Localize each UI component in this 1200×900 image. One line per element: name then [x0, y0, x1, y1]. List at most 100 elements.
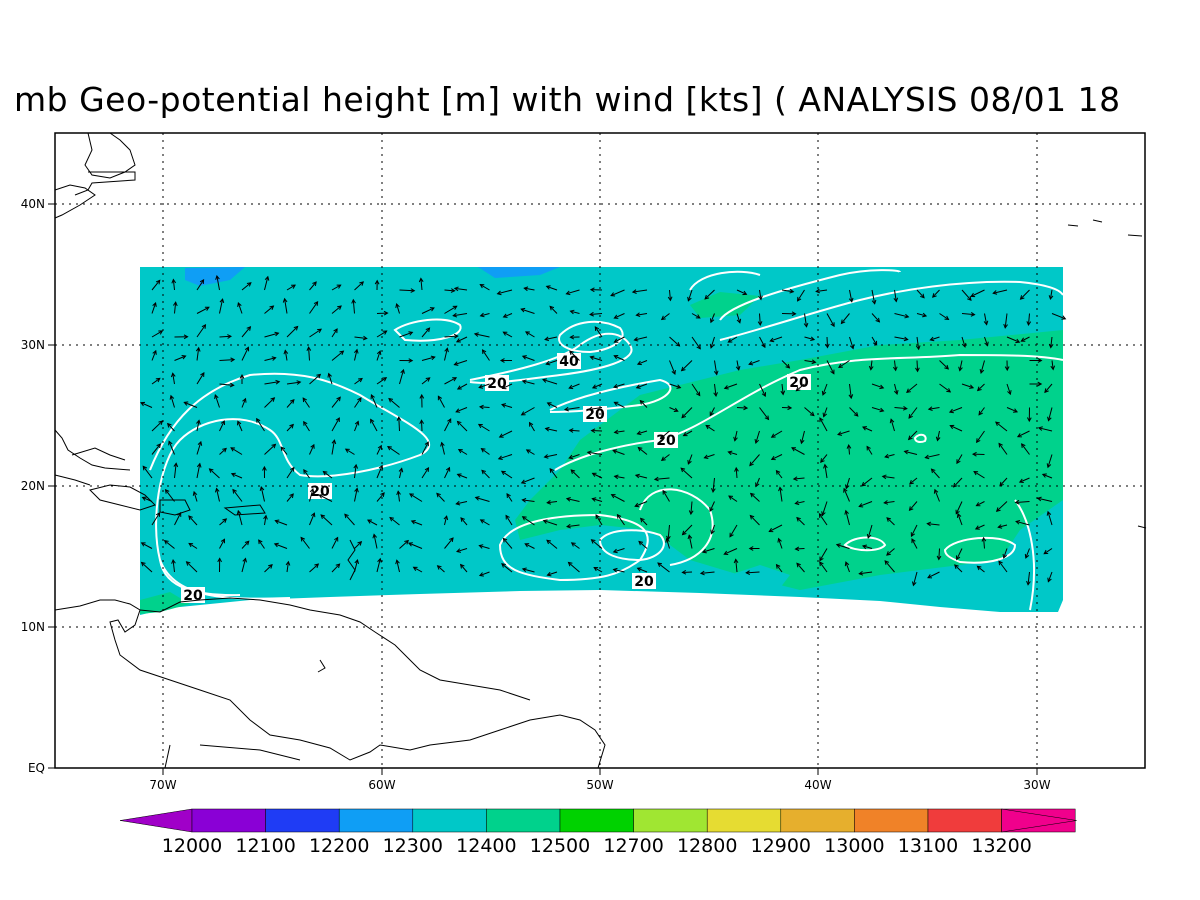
wind-arrow	[961, 383, 975, 389]
wind-arrow	[983, 313, 989, 326]
wind-arrow	[961, 336, 967, 348]
coastlines	[54, 132, 1147, 769]
lat-label: EQ	[28, 761, 45, 775]
wind-arrow	[264, 356, 277, 361]
wind-arrow	[754, 430, 760, 444]
wind-arrow	[479, 519, 490, 526]
wind-arrow	[1024, 548, 1030, 559]
wind-arrow	[196, 462, 202, 479]
wind-arrow	[780, 383, 786, 396]
wind-arrow	[595, 514, 603, 526]
wind-arrow	[437, 395, 445, 408]
wind-arrow	[501, 403, 513, 408]
wind-arrow	[669, 383, 682, 389]
wind-arrow	[819, 561, 828, 573]
wind-arrow	[241, 540, 250, 549]
wind-arrow	[866, 445, 873, 455]
wind-arrow	[140, 401, 153, 408]
wind-arrow	[1029, 358, 1043, 363]
wind-arrow	[976, 383, 985, 392]
wind-arrow	[264, 443, 277, 455]
wind-arrow	[309, 328, 322, 338]
wind-arrow	[612, 449, 625, 455]
wind-arrow	[711, 477, 716, 493]
wind-arrow	[241, 346, 250, 361]
wind-arrow	[908, 501, 918, 512]
wind-arrow	[479, 312, 490, 318]
wind-arrow	[713, 383, 718, 398]
wind-arrow	[908, 407, 918, 419]
wind-arrow	[893, 383, 899, 396]
wind-arrow	[409, 493, 423, 502]
wind-arrow	[976, 565, 985, 573]
wind-arrow	[886, 548, 895, 556]
wind-arrow	[506, 493, 513, 502]
wind-arrow	[230, 472, 243, 479]
colorbar-swatch	[338, 808, 414, 833]
wind-arrow	[971, 451, 985, 457]
wind-arrow	[701, 548, 715, 554]
wind-arrow	[777, 537, 783, 549]
map-title: mb Geo-potential height [m] with wind [k…	[14, 80, 1121, 119]
lon-label: 60W	[368, 778, 395, 792]
wind-arrow	[502, 537, 513, 549]
wind-arrow	[376, 310, 389, 316]
wind-arrow	[569, 309, 580, 315]
band-12400	[515, 330, 1063, 590]
wind-arrow	[188, 542, 198, 549]
wind-arrow	[320, 514, 333, 526]
wind-arrow	[736, 313, 742, 324]
wind-arrow	[474, 496, 490, 502]
wind-arrow	[759, 336, 766, 349]
wind-arrow	[709, 407, 715, 417]
wind-arrow	[481, 469, 490, 479]
wind-arrow	[237, 301, 243, 314]
wind-arrow	[749, 454, 760, 467]
wind-arrow	[1026, 313, 1032, 327]
wind-arrow	[168, 440, 175, 455]
wind-arrow	[591, 497, 603, 502]
wind-arrow	[999, 477, 1008, 487]
wind-arrow	[196, 324, 207, 338]
wind-arrow	[758, 289, 763, 301]
wind-arrow	[521, 355, 535, 361]
wind-arrow	[353, 348, 359, 361]
wind-arrow	[1021, 443, 1030, 455]
wind-arrow	[680, 360, 693, 372]
wind-arrow	[1020, 336, 1030, 342]
wind-arrow	[353, 463, 359, 479]
wind-arrow	[778, 486, 783, 502]
wind-arrow	[215, 274, 220, 291]
wind-arrow	[1019, 289, 1030, 300]
wind-arrow	[318, 494, 333, 502]
wind-arrow	[219, 420, 225, 432]
wind-arrow	[858, 501, 873, 508]
wind-arrow	[612, 567, 625, 573]
wind-arrow	[196, 306, 210, 314]
wind-arrow	[970, 289, 985, 298]
wind-arrow	[505, 514, 513, 526]
tick-marks	[48, 203, 1038, 775]
wind-arrow	[884, 560, 895, 573]
wind-arrow	[1006, 336, 1021, 344]
wind-arrow	[331, 350, 345, 361]
wind-arrow	[241, 397, 247, 408]
wind-arrow	[955, 548, 963, 561]
wind-arrow	[636, 567, 648, 573]
wind-arrow	[263, 514, 268, 526]
wind-arrow	[499, 358, 513, 363]
wind-arrow	[973, 470, 985, 479]
wind-arrow	[421, 355, 436, 361]
wind-arrow	[170, 372, 176, 385]
wind-arrow	[586, 450, 603, 456]
wind-arrow	[549, 305, 558, 314]
wind-arrow	[331, 305, 342, 314]
wind-arrow	[372, 533, 378, 549]
wind-arrow	[481, 349, 490, 361]
wind-arrow	[634, 501, 648, 508]
wind-arrow	[613, 354, 625, 361]
wind-arrow	[473, 332, 490, 338]
wind-arrow	[523, 286, 535, 292]
wind-arrow	[232, 488, 243, 502]
